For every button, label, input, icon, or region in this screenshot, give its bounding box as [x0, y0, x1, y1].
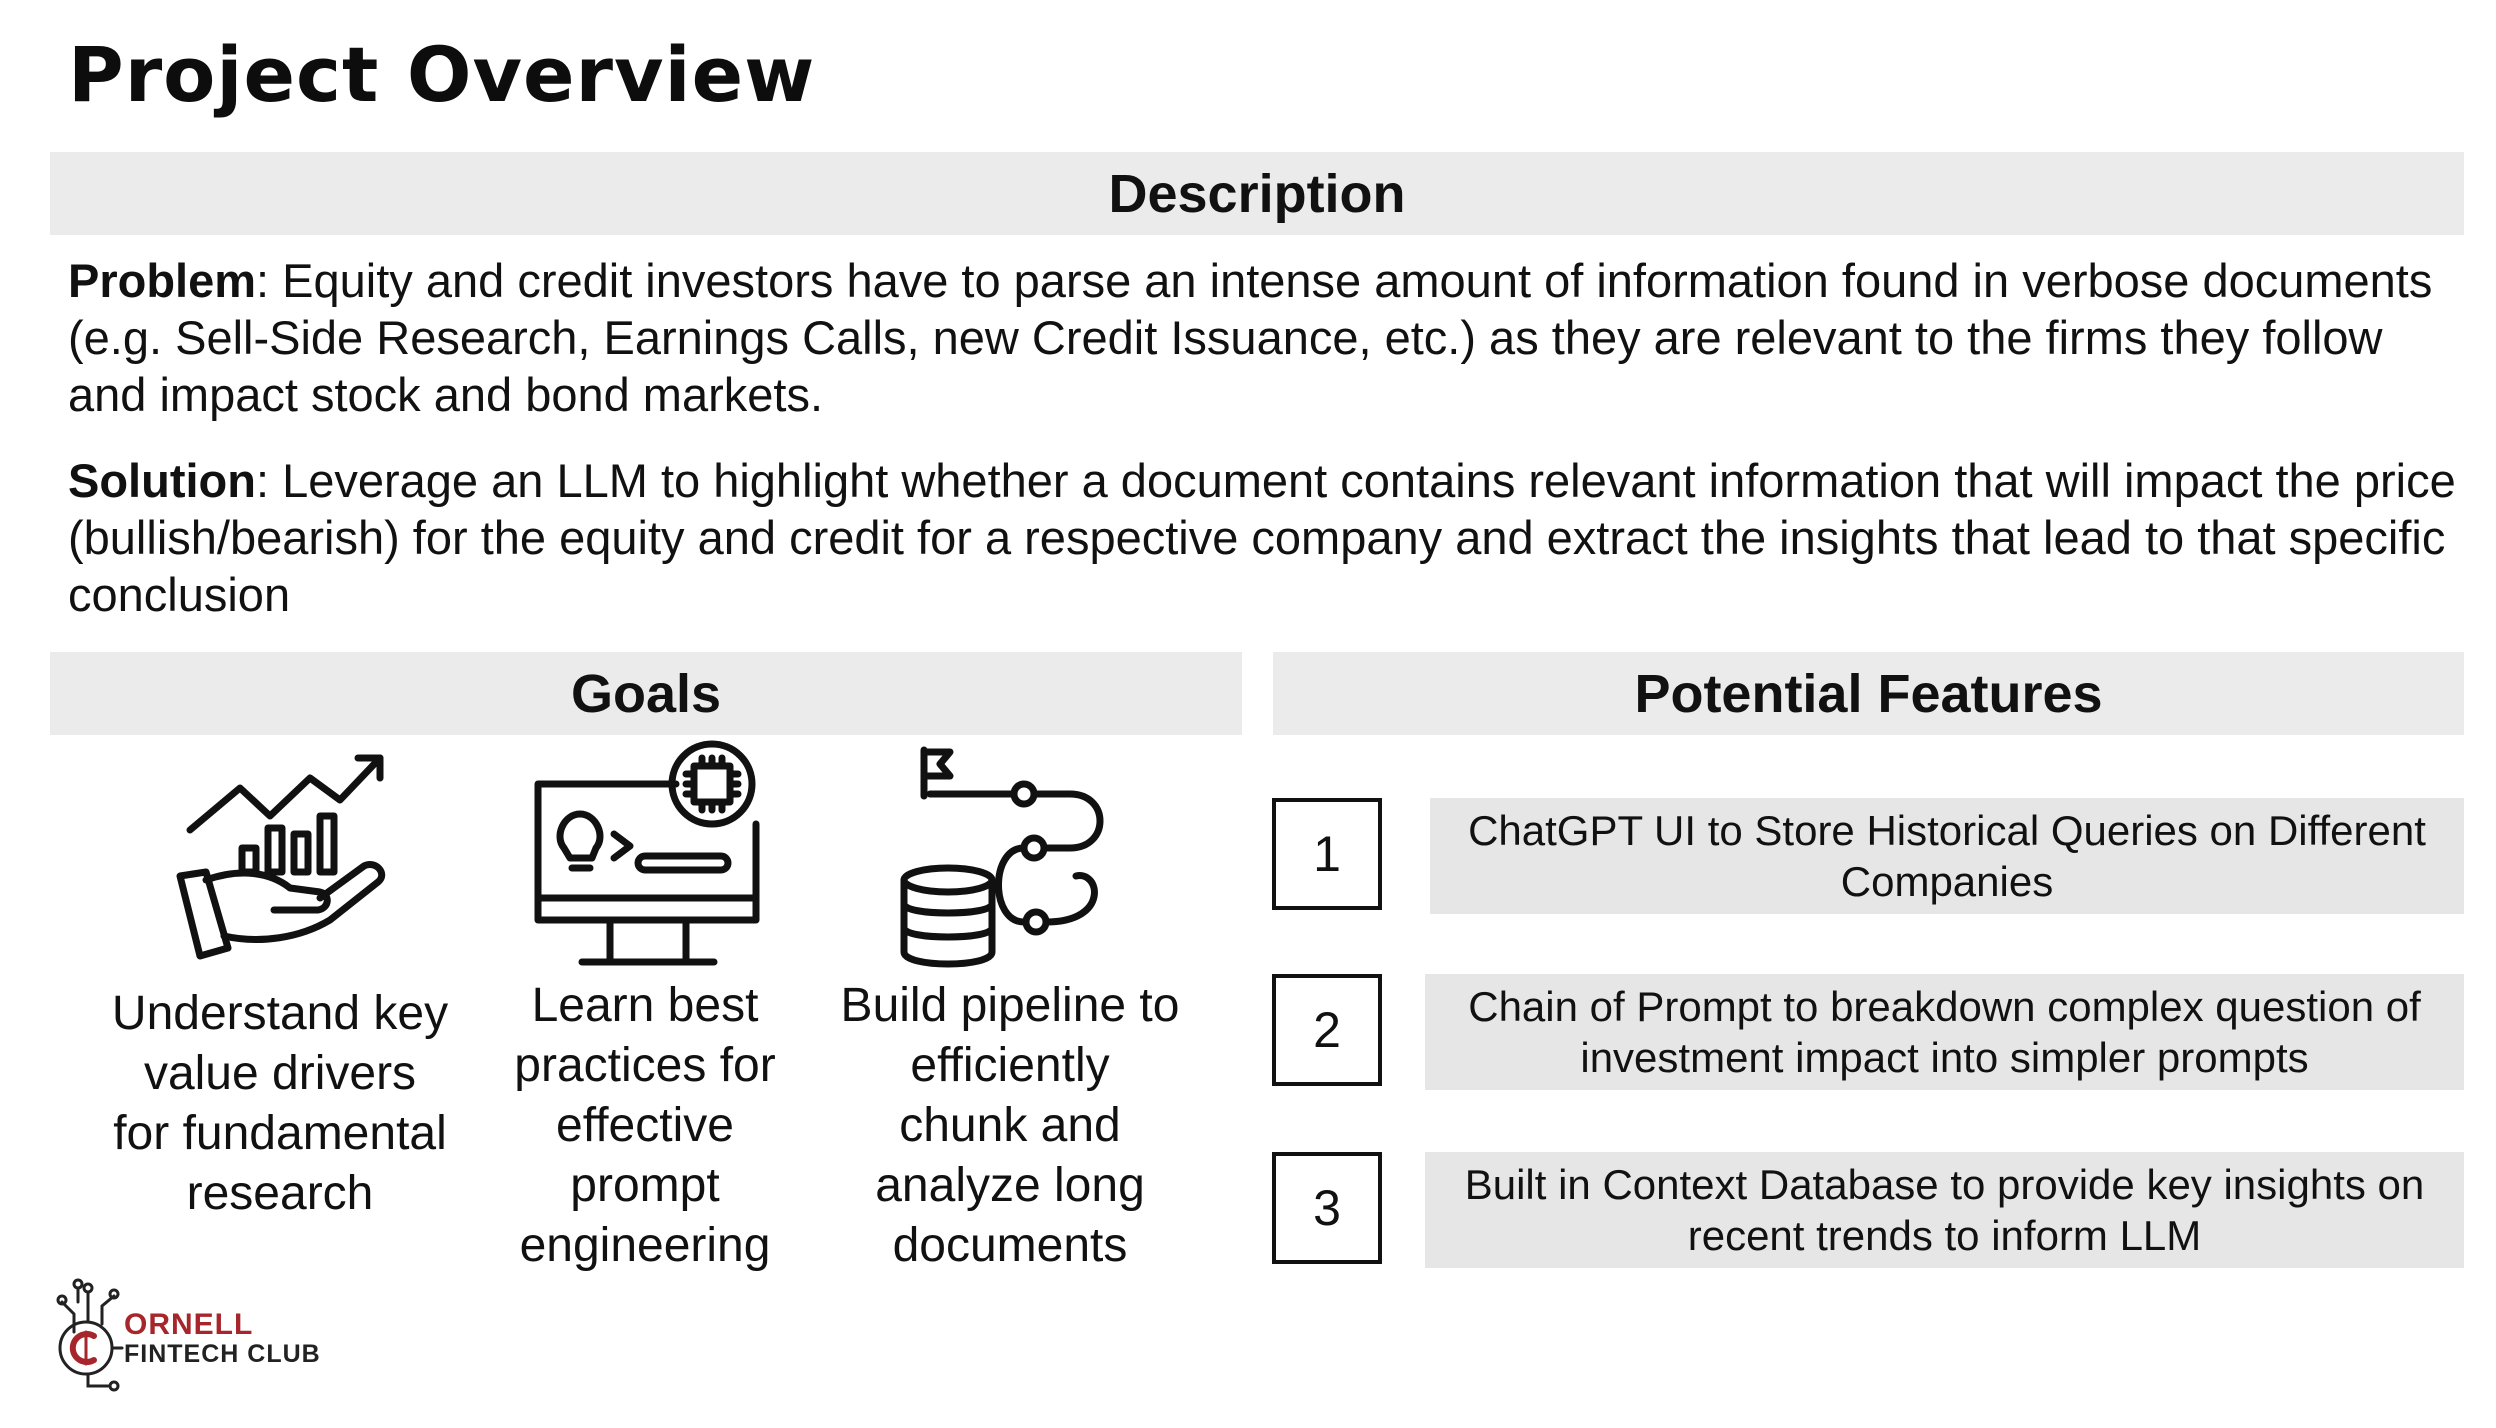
description-header: Description [50, 152, 2464, 235]
goal-3-text: Build pipeline to efficiently chunk and … [840, 979, 1180, 1272]
feature-3-number: 3 [1272, 1152, 1382, 1264]
problem-label: Problem [68, 254, 257, 307]
solution-label: Solution [68, 454, 256, 507]
feature-3-text: Built in Context Database to provide key… [1425, 1152, 2464, 1268]
features-header: Potential Features [1273, 652, 2464, 735]
feature-1-text: ChatGPT UI to Store Historical Queries o… [1430, 798, 2464, 914]
feature-2-text: Chain of Prompt to breakdown complex que… [1425, 974, 2464, 1090]
page-title: Project Overview [68, 30, 816, 119]
problem-paragraph: Problem: Equity and credit investors hav… [68, 252, 2468, 423]
monitor-idea-icon [534, 740, 760, 966]
goal-1-text: Understand key value drivers for fundame… [111, 987, 449, 1220]
problem-text: : Equity and credit investors have to pa… [68, 254, 2433, 421]
feature-1-number: 1 [1272, 798, 1382, 910]
solution-paragraph: Solution: Leverage an LLM to highlight w… [68, 452, 2468, 623]
growth-hand-icon [176, 754, 386, 960]
logo-text-fintech-club: FINTECH CLUB [124, 1340, 321, 1368]
goal-2-text: Learn best practices for effective promp… [514, 979, 776, 1272]
solution-text: : Leverage an LLM to highlight whether a… [68, 454, 2456, 621]
club-logo-icon [56, 1278, 124, 1392]
data-pipeline-icon [900, 746, 1104, 968]
logo-text-cornell: ORNELL [124, 1308, 254, 1341]
feature-2-number: 2 [1272, 974, 1382, 1086]
goals-header: Goals [50, 652, 1242, 735]
